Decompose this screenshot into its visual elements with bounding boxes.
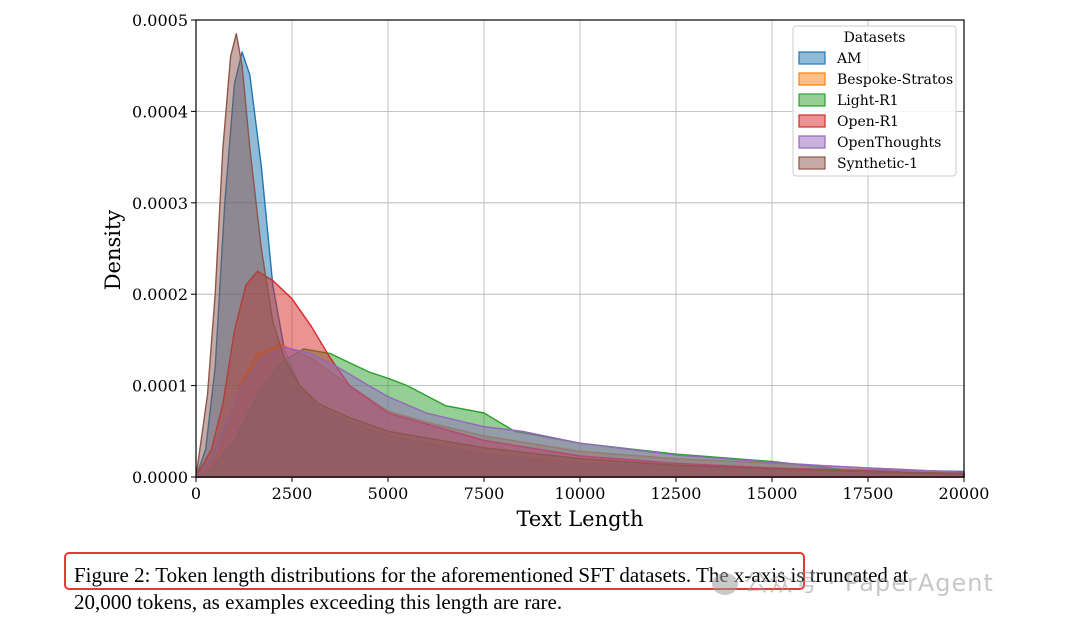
- y-tick-label: 0.0004: [132, 102, 188, 121]
- y-tick-label: 0.0002: [132, 285, 188, 304]
- legend-swatch-bespoke-stratos: [798, 72, 826, 86]
- area-synthetic-1: [195, 33, 965, 478]
- legend-label-am: AM: [836, 51, 861, 67]
- y-tick-label: 0.0005: [132, 11, 188, 30]
- y-tick-label: 0.0000: [132, 468, 188, 487]
- legend-label-open-r1: Open-R1: [837, 114, 899, 130]
- watermark-text: 公众号 · PaperAgent: [744, 569, 994, 597]
- legend-swatch-am: [798, 51, 826, 65]
- watermark: 公众号 · PaperAgent: [712, 566, 1057, 600]
- density-areas: [195, 33, 965, 478]
- legend-label-openthoughts: OpenThoughts: [837, 135, 941, 151]
- legend-swatch-openthoughts: [798, 135, 826, 149]
- x-tick-label: 2500: [272, 484, 313, 503]
- figure-caption: Figure 2: Token length distributions for…: [74, 562, 1074, 616]
- legend-swatch-light-r1: [798, 93, 826, 107]
- legend: Datasets AM Bespoke-Stratos Light-R1 Open-R1…: [792, 25, 957, 177]
- legend-label-light-r1: Light-R1: [837, 93, 899, 109]
- legend-label-bespoke-stratos: Bespoke-Stratos: [837, 72, 953, 88]
- legend-swatch-synthetic-1: [798, 156, 826, 170]
- caption-line-1: Figure 2: Token length distributions for…: [74, 563, 909, 587]
- density-chart: 0 2500 5000 7500 10000 12500 15000 17500 20000 0.…: [101, 11, 989, 531]
- x-axis-label: Text Length: [516, 507, 643, 531]
- x-tick-label: 15000: [747, 484, 798, 503]
- x-tick-label: 5000: [368, 484, 409, 503]
- caption-highlight-box: [64, 552, 805, 590]
- x-tick-label: 0: [191, 484, 201, 503]
- x-tick-label: 20000: [939, 484, 990, 503]
- legend-swatch-open-r1: [798, 114, 826, 128]
- legend-label-synthetic-1: Synthetic-1: [837, 156, 918, 172]
- y-tick-label: 0.0003: [132, 194, 188, 213]
- axis-ticks: 0 2500 5000 7500 10000 12500 15000 17500 20000 0.…: [132, 11, 989, 503]
- x-tick-label: 10000: [555, 484, 606, 503]
- y-axis-label: Density: [101, 210, 125, 291]
- caption-line-2: 20,000 tokens, as examples exceeding thi…: [74, 590, 563, 614]
- y-tick-label: 0.0001: [132, 377, 188, 396]
- x-tick-label: 12500: [651, 484, 702, 503]
- legend-box: [792, 25, 957, 177]
- wechat-icon: [712, 573, 738, 595]
- x-tick-label: 17500: [843, 484, 894, 503]
- x-tick-label: 7500: [464, 484, 505, 503]
- legend-title: Datasets: [844, 30, 906, 46]
